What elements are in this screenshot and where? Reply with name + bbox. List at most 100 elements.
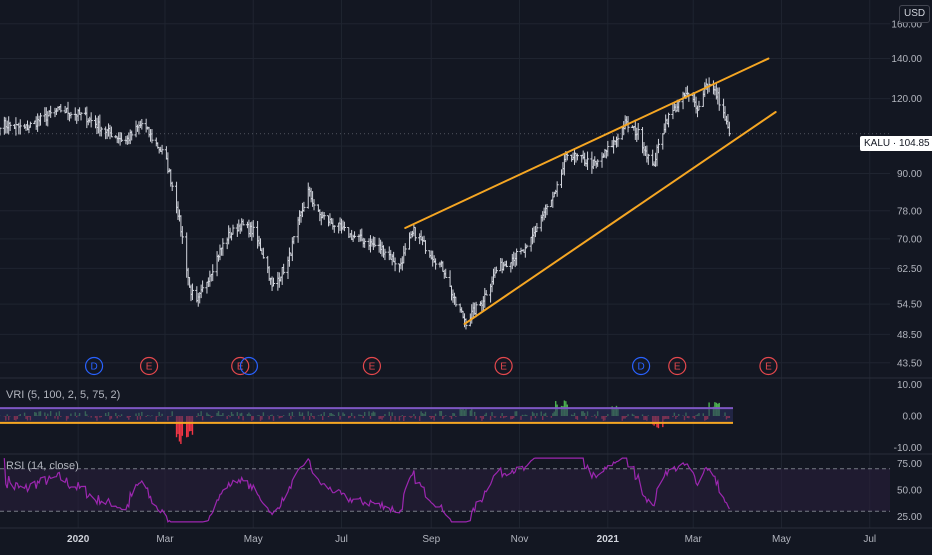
x-tick-label: Jul <box>863 534 876 545</box>
ohlc-bar <box>545 203 549 216</box>
ohlc-bar <box>656 138 661 154</box>
dividend-event-circle <box>84 356 104 376</box>
ohlc-bar <box>119 132 124 142</box>
ohlc-bar <box>454 296 458 307</box>
ohlc-bar <box>49 105 53 118</box>
dividend-event-circle <box>631 356 651 376</box>
dividend-event-circle <box>239 356 259 376</box>
ohlc-bar <box>190 283 195 301</box>
ohlc-bar <box>373 236 377 248</box>
y-tick-label: 120.00 <box>891 94 922 105</box>
ohlc-bar <box>79 111 83 121</box>
ohlc-bar <box>727 121 731 137</box>
ohlc-bar <box>332 225 336 233</box>
earnings-event-label: E <box>765 362 772 373</box>
ohlc-bar <box>59 104 63 113</box>
earnings-event-circle <box>494 356 513 376</box>
x-tick-label: Jul <box>335 534 348 545</box>
x-tick-label: May <box>244 534 263 545</box>
ohlc-bar <box>363 238 367 248</box>
ohlc-bar <box>393 257 397 272</box>
x-tick-label: 2021 <box>597 534 620 545</box>
trendline-lower <box>463 111 777 325</box>
y-tick-label: 78.00 <box>897 206 922 217</box>
ohlc-bar <box>150 129 154 144</box>
ohlc-bar <box>555 181 559 197</box>
earnings-event-circle <box>759 356 778 376</box>
ohlc-bar <box>160 144 164 155</box>
last-price-tag: KALU · 104.85 <box>860 136 932 151</box>
trendline-upper <box>404 57 770 230</box>
earnings-event-label: E <box>146 362 153 373</box>
ohlc-bar <box>241 219 245 226</box>
ohlc-bar <box>201 280 205 293</box>
earnings-event-label: E <box>500 362 507 373</box>
ohlc-bar <box>504 260 509 268</box>
ohlc-bar <box>231 224 235 235</box>
ohlc-bar <box>109 126 114 138</box>
rsi-y-tick-label: 25.00 <box>897 512 922 523</box>
ohlc-bar <box>38 112 43 126</box>
ohlc-bar <box>677 99 681 113</box>
ohlc-bar <box>251 220 255 238</box>
ohlc-bar <box>89 112 93 128</box>
rsi-y-tick-label: 50.00 <box>897 486 922 497</box>
ohlc-bar <box>423 240 428 254</box>
earnings-event-circle <box>231 356 250 376</box>
x-tick-label: Mar <box>156 534 174 545</box>
ohlc-bar <box>271 277 276 287</box>
y-tick-label: 90.00 <box>897 169 922 180</box>
earnings-event-circle <box>668 356 687 376</box>
ohlc-bar <box>697 100 701 111</box>
ohlc-bar <box>342 221 347 232</box>
ohlc-bar <box>170 181 174 191</box>
rsi-indicator-label[interactable]: RSI (14, close) <box>6 460 79 472</box>
ohlc-bar <box>717 87 721 111</box>
x-tick-label: Nov <box>511 534 529 545</box>
y-tick-label: 70.00 <box>897 234 922 245</box>
ohlc-bar <box>474 301 478 318</box>
earnings-event-marker: E <box>362 356 382 376</box>
y-tick-label: 54.50 <box>897 300 922 311</box>
ohlc-bar <box>403 243 407 256</box>
earnings-event-circle <box>362 356 382 376</box>
rsi-line <box>3 457 730 523</box>
ohlc-bar <box>261 247 265 259</box>
vri-y-tick-label: 0.00 <box>903 412 923 423</box>
x-tick-label: Mar <box>685 534 703 545</box>
y-tick-label: 48.50 <box>897 330 922 341</box>
ohlc-bar-group <box>0 77 731 330</box>
ohlc-bar <box>130 130 134 141</box>
ohlc-bar <box>575 153 580 161</box>
earnings-event-marker: E <box>668 356 687 376</box>
ohlc-bar <box>282 263 286 275</box>
earnings-event-label: E <box>674 362 681 373</box>
earnings-event-label: E <box>369 362 376 373</box>
ohlc-bar <box>8 121 12 132</box>
ohlc-bar <box>28 121 32 128</box>
ohlc-bar <box>211 264 215 282</box>
vri-y-tick-label: -10.00 <box>894 443 923 454</box>
ohlc-bar <box>180 226 184 244</box>
ohlc-bar <box>646 153 650 165</box>
ohlc-bar <box>484 290 488 296</box>
ohlc-bar <box>565 152 569 161</box>
ohlc-bar <box>596 159 600 167</box>
x-tick-label: 2020 <box>67 534 90 545</box>
ohlc-bar <box>666 112 671 128</box>
earnings-event-marker: E <box>759 356 778 376</box>
x-tick-label: Sep <box>422 534 440 545</box>
dividend-event-marker: D <box>84 356 104 376</box>
dividend-event-label: D <box>637 362 644 373</box>
ohlc-bar <box>606 140 610 157</box>
earnings-event-circle <box>139 356 159 376</box>
currency-button[interactable]: USD <box>899 5 931 23</box>
dividend-event-label: D <box>90 362 97 373</box>
vri-indicator-label[interactable]: VRI (5, 100, 2, 5, 75, 2) <box>6 389 121 401</box>
ohlc-bar <box>383 248 387 261</box>
earnings-event-marker: E <box>139 356 159 376</box>
rsi-y-tick-label: 75.00 <box>897 459 922 470</box>
